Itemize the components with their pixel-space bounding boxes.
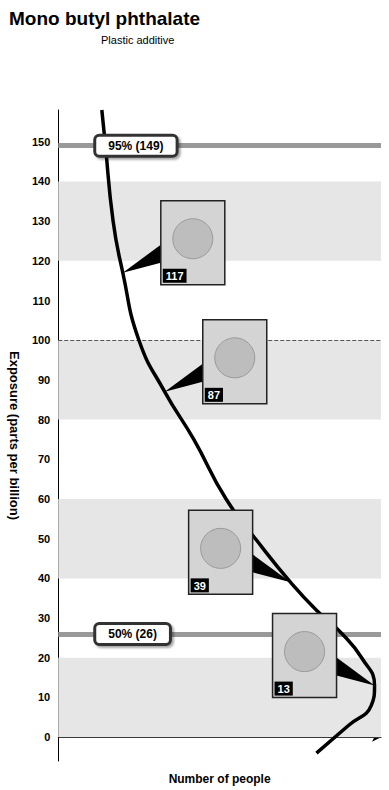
svg-text:50% (26): 50% (26) bbox=[108, 627, 157, 641]
svg-text:40: 40 bbox=[38, 572, 50, 584]
svg-text:0: 0 bbox=[44, 731, 50, 743]
svg-text:100: 100 bbox=[32, 334, 50, 346]
svg-text:130: 130 bbox=[32, 215, 50, 227]
svg-text:30: 30 bbox=[38, 612, 50, 624]
svg-text:150: 150 bbox=[32, 136, 50, 148]
svg-text:Exposure (parts per billion): Exposure (parts per billion) bbox=[7, 351, 22, 520]
svg-text:120: 120 bbox=[32, 255, 50, 267]
svg-text:95% (149): 95% (149) bbox=[108, 139, 163, 153]
svg-text:Plastic additive: Plastic additive bbox=[101, 34, 174, 46]
svg-text:140: 140 bbox=[32, 175, 50, 187]
svg-text:20: 20 bbox=[38, 652, 50, 664]
svg-text:87: 87 bbox=[208, 389, 220, 401]
svg-text:60: 60 bbox=[38, 493, 50, 505]
svg-text:70: 70 bbox=[38, 453, 50, 465]
svg-text:50: 50 bbox=[38, 533, 50, 545]
svg-text:80: 80 bbox=[38, 414, 50, 426]
svg-text:10: 10 bbox=[38, 691, 50, 703]
svg-text:Mono butyl phthalate: Mono butyl phthalate bbox=[9, 8, 200, 29]
svg-text:90: 90 bbox=[38, 374, 50, 386]
svg-text:Number of people: Number of people bbox=[169, 772, 271, 786]
svg-text:13: 13 bbox=[278, 683, 290, 695]
svg-text:39: 39 bbox=[194, 580, 206, 592]
svg-text:117: 117 bbox=[166, 270, 184, 282]
svg-text:110: 110 bbox=[33, 295, 51, 307]
